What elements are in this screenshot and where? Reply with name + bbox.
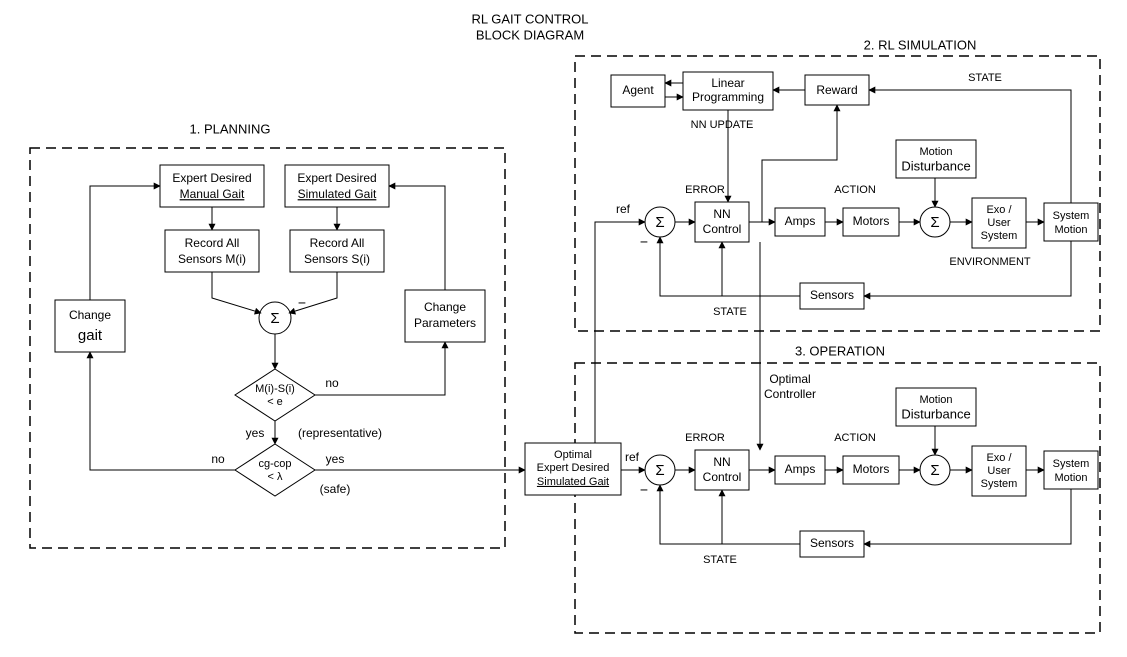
sum-op-minus: − xyxy=(640,482,648,498)
title-line1: RL GAIT CONTROL xyxy=(471,11,588,26)
dec2-yes: yes xyxy=(326,452,345,466)
expert-manual-l2: Manual Gait xyxy=(180,187,245,201)
record-m-l1: Record All xyxy=(185,236,240,250)
change-gait-l2: gait xyxy=(78,327,103,344)
expert-sim-l1: Expert Desired xyxy=(297,171,376,185)
sum-sim-minus: − xyxy=(640,234,648,250)
section-operation-label: 3. OPERATION xyxy=(795,343,885,358)
nnupdate-label: NN UPDATE xyxy=(691,119,754,131)
sysmot-op-l1: System xyxy=(1053,458,1090,470)
exo-op-l1: Exo / xyxy=(986,452,1012,464)
motors-sim-label: Motors xyxy=(853,214,890,228)
opt-gait-l2: Expert Desired xyxy=(537,462,610,474)
state-sim-top: STATE xyxy=(968,72,1002,84)
action-sim: ACTION xyxy=(834,184,876,196)
amps-op-label: Amps xyxy=(785,462,816,476)
dec2-no: no xyxy=(211,452,225,466)
env-sim: ENVIRONMENT xyxy=(949,256,1031,268)
nn-op-l1: NN xyxy=(713,455,730,469)
exo-sim-l2: User xyxy=(987,217,1011,229)
ref-op: ref xyxy=(625,450,640,464)
expert-sim-l2: Simulated Gait xyxy=(298,187,377,201)
linprog-l1: Linear xyxy=(711,76,744,90)
record-s-l1: Record All xyxy=(310,236,365,250)
dec1-l2: < e xyxy=(267,396,283,408)
reward-label: Reward xyxy=(816,83,857,97)
record-s-l2: Sensors S(i) xyxy=(304,252,370,266)
opt-gait-l3: Simulated Gait xyxy=(537,476,609,488)
dec2-l1: cg-cop xyxy=(258,458,291,470)
expert-manual-l1: Expert Desired xyxy=(172,171,251,185)
sum-planning-sigma: Σ xyxy=(270,310,279,327)
edge-sensors-sum-op xyxy=(660,485,800,544)
sensors-op-label: Sensors xyxy=(810,536,854,550)
change-params-l2: Parameters xyxy=(414,316,476,330)
dec1-rep: (representative) xyxy=(298,426,382,440)
dec2-l2: < λ xyxy=(268,471,283,483)
exo-sim-l3: System xyxy=(981,230,1018,242)
motdist-op-l2: Disturbance xyxy=(901,406,970,421)
exo-op-l2: User xyxy=(987,465,1011,477)
change-gait-l1: Change xyxy=(69,308,111,322)
edge-params-to-sim xyxy=(389,186,445,290)
state-op: STATE xyxy=(703,554,737,566)
title-line2: BLOCK DIAGRAM xyxy=(476,27,584,42)
agent-label: Agent xyxy=(622,83,654,97)
edge-sysmot-sensors-op xyxy=(864,489,1071,544)
error-sim: ERROR xyxy=(685,184,725,196)
sum2-sim-sigma: Σ xyxy=(930,214,939,231)
section-operation-box xyxy=(575,363,1100,633)
exo-sim-l1: Exo / xyxy=(986,204,1012,216)
section-simulation-label: 2. RL SIMULATION xyxy=(864,37,977,52)
motdist-op-l1: Motion xyxy=(919,394,952,406)
exo-op-l3: System xyxy=(981,478,1018,490)
optctrl-l2: Controller xyxy=(764,387,816,401)
amps-sim-label: Amps xyxy=(785,214,816,228)
edge-recm-to-sum xyxy=(212,272,261,313)
edge-error-to-reward xyxy=(762,105,837,222)
dec2-safe: (safe) xyxy=(320,482,351,496)
motdist-sim-l2: Disturbance xyxy=(901,158,970,173)
section-planning-label: 1. PLANNING xyxy=(190,121,271,136)
opt-gait-l1: Optimal xyxy=(554,449,592,461)
linprog-l2: Programming xyxy=(692,90,764,104)
change-params-l1: Change xyxy=(424,300,466,314)
sysmot-sim-l1: System xyxy=(1053,210,1090,222)
edge-ref-to-sim xyxy=(595,222,645,443)
action-op: ACTION xyxy=(834,432,876,444)
optctrl-l1: Optimal xyxy=(769,372,810,386)
motors-op-label: Motors xyxy=(853,462,890,476)
edge-sensors-sum-sim xyxy=(660,237,800,296)
sysmot-sim-l2: Motion xyxy=(1054,224,1087,236)
state-sim-bottom: STATE xyxy=(713,306,747,318)
motdist-sim-l1: Motion xyxy=(919,146,952,158)
dec1-l1: M(i)-S(i) xyxy=(255,383,295,395)
dec1-no: no xyxy=(325,376,339,390)
rl-gait-block-diagram: RL GAIT CONTROL BLOCK DIAGRAM 1. PLANNIN… xyxy=(0,0,1127,657)
nn-op-l2: Control xyxy=(703,470,742,484)
edge-changegait-to-manual xyxy=(90,186,160,300)
error-op: ERROR xyxy=(685,432,725,444)
sum2-op-sigma: Σ xyxy=(930,462,939,479)
sysmot-op-l2: Motion xyxy=(1054,472,1087,484)
nn-sim-l1: NN xyxy=(713,207,730,221)
sensors-sim-label: Sensors xyxy=(810,288,854,302)
ref-sim: ref xyxy=(616,202,631,216)
dec1-yes: yes xyxy=(246,426,265,440)
record-m-l2: Sensors M(i) xyxy=(178,252,246,266)
edge-recs-to-sum xyxy=(289,272,337,313)
sum-sim-sigma: Σ xyxy=(655,214,664,231)
edge-sysmot-sensors-sim xyxy=(864,241,1071,296)
nn-sim-l2: Control xyxy=(703,222,742,236)
sum-op-sigma: Σ xyxy=(655,462,664,479)
